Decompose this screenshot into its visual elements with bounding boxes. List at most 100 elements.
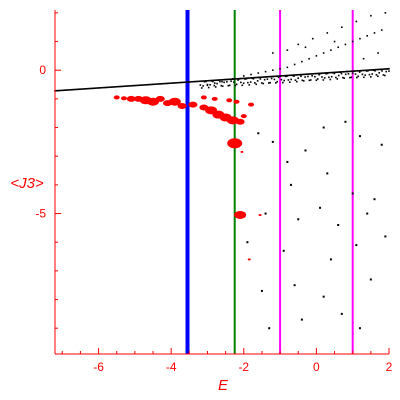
band-point bbox=[119, 85, 122, 88]
band-point bbox=[337, 74, 340, 77]
band-point bbox=[273, 75, 276, 78]
band-point bbox=[301, 60, 303, 63]
band-point bbox=[293, 75, 295, 77]
band-point bbox=[242, 75, 245, 77]
band-point bbox=[185, 81, 188, 83]
band-point bbox=[350, 76, 353, 79]
scatter-point bbox=[358, 135, 361, 138]
band-point bbox=[110, 86, 112, 88]
band-point bbox=[56, 89, 59, 92]
band-point bbox=[302, 80, 305, 82]
band-point bbox=[248, 84, 251, 86]
band-point bbox=[300, 73, 302, 76]
band-point bbox=[200, 87, 203, 89]
red-point bbox=[211, 96, 218, 101]
band-point bbox=[374, 68, 376, 71]
band-point bbox=[347, 70, 350, 73]
band-point bbox=[344, 43, 347, 46]
tick-labels: -6 -4 -2 0 2 0 -5 bbox=[35, 63, 392, 374]
band-point bbox=[191, 80, 193, 83]
scatter-point bbox=[264, 212, 267, 215]
band-point bbox=[378, 68, 381, 71]
red-point bbox=[120, 96, 127, 101]
band-point bbox=[315, 79, 318, 82]
band-point bbox=[115, 85, 118, 88]
band-point bbox=[362, 57, 365, 60]
band-point bbox=[372, 69, 375, 71]
band-point bbox=[385, 68, 388, 70]
band-point bbox=[308, 73, 311, 75]
red-point bbox=[248, 102, 255, 107]
band-point bbox=[167, 82, 169, 85]
band-point bbox=[238, 78, 241, 80]
band-point bbox=[354, 70, 357, 72]
band-point bbox=[195, 80, 197, 83]
black-band-points bbox=[54, 12, 390, 92]
band-point bbox=[73, 88, 76, 91]
band-point bbox=[254, 82, 256, 84]
band-point bbox=[256, 76, 259, 79]
band-point bbox=[177, 81, 179, 84]
red-point bbox=[113, 95, 120, 100]
band-point bbox=[226, 78, 228, 81]
band-point bbox=[105, 86, 108, 89]
band-point bbox=[277, 75, 280, 77]
band-point bbox=[297, 43, 300, 46]
band-point bbox=[291, 74, 294, 77]
band-point bbox=[186, 81, 189, 83]
band-point bbox=[298, 73, 301, 76]
band-point bbox=[273, 78, 276, 81]
band-point bbox=[97, 87, 100, 89]
scatter-point bbox=[337, 224, 340, 226]
band-point bbox=[258, 76, 260, 79]
band-point bbox=[311, 37, 314, 40]
band-point bbox=[242, 82, 245, 85]
band-point bbox=[297, 73, 299, 76]
band-point bbox=[223, 81, 225, 84]
band-point bbox=[66, 89, 69, 91]
scatter-point bbox=[271, 140, 274, 143]
band-point bbox=[335, 76, 337, 79]
band-point bbox=[220, 84, 223, 87]
scatter-point bbox=[322, 295, 325, 298]
band-point bbox=[384, 12, 387, 14]
band-point bbox=[94, 87, 97, 89]
band-point bbox=[199, 84, 202, 86]
band-point bbox=[294, 74, 297, 76]
band-point bbox=[101, 86, 104, 89]
band-point bbox=[281, 74, 284, 77]
red-point bbox=[188, 101, 198, 108]
band-point bbox=[241, 84, 244, 87]
band-point bbox=[252, 78, 255, 80]
band-point bbox=[79, 88, 81, 90]
x-tick-label: 0 bbox=[313, 360, 320, 374]
scatter-point bbox=[304, 149, 307, 152]
band-point bbox=[325, 72, 327, 75]
red-point bbox=[200, 95, 207, 100]
scatter-point bbox=[366, 212, 369, 215]
band-point bbox=[378, 72, 381, 74]
band-point bbox=[121, 85, 123, 88]
scatter-point bbox=[286, 160, 289, 163]
band-point bbox=[150, 83, 153, 86]
band-point bbox=[339, 71, 341, 73]
red-point bbox=[233, 99, 240, 104]
band-point bbox=[288, 81, 291, 83]
scatter-point bbox=[344, 120, 347, 123]
scatter-point bbox=[355, 244, 358, 247]
x-axis-title: E bbox=[218, 377, 229, 394]
band-point bbox=[147, 83, 150, 86]
band-point bbox=[321, 76, 323, 78]
band-point bbox=[156, 83, 158, 85]
band-point bbox=[217, 79, 220, 81]
band-point bbox=[360, 70, 362, 72]
band-point bbox=[377, 68, 379, 71]
band-point bbox=[89, 87, 91, 90]
y-tick-label: -5 bbox=[35, 207, 46, 221]
band-point bbox=[286, 66, 289, 69]
band-point bbox=[139, 84, 142, 87]
band-point bbox=[244, 78, 246, 80]
band-point bbox=[226, 81, 228, 83]
band-point bbox=[311, 75, 313, 77]
band-point bbox=[257, 72, 260, 74]
